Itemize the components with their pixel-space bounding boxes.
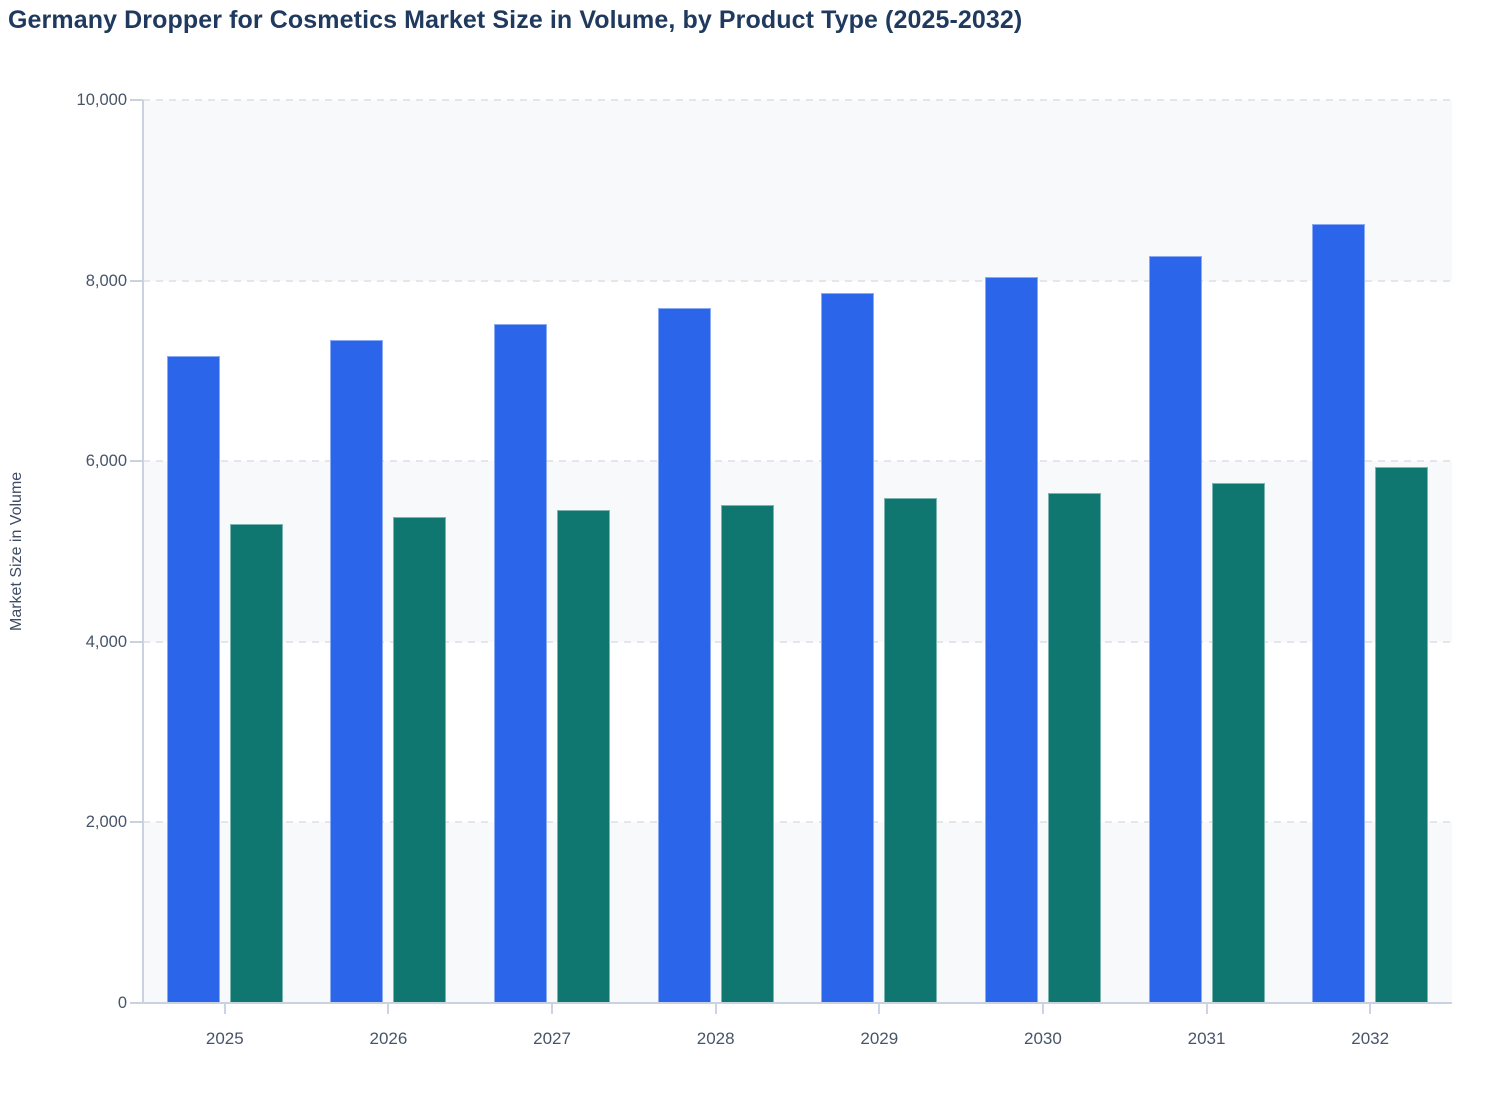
x-axis-label-2025: 2025 [205, 1029, 244, 1048]
y-gridline-2,000 [143, 821, 1452, 824]
bar-2025-series-2-teal[interactable] [229, 523, 283, 1003]
x-tick-mark-2026 [387, 1004, 390, 1014]
bar-2031-series-2-teal[interactable] [1211, 482, 1265, 1003]
y-axis-tick-labels: 0 2,000 4,000 6,000 8,000 10,000 [0, 91, 127, 1012]
bar-2027-series-1-blue[interactable] [494, 323, 548, 1003]
x-axis-label-2032: 2032 [1351, 1029, 1390, 1048]
y-axis-line [142, 100, 144, 1004]
y-axis-tick-label: 8,000 [85, 271, 127, 290]
x-tick-mark-2030 [1041, 1004, 1044, 1014]
y-gridline-10,000 [143, 99, 1452, 101]
x-axis-label-2028: 2028 [696, 1029, 735, 1048]
y-tick-mark-2,000 [130, 821, 143, 824]
x-tick-mark-2028 [714, 1004, 717, 1014]
bar-2026-series-2-teal[interactable] [393, 517, 447, 1003]
y-axis-tick-label: 0 [117, 994, 127, 1012]
y-axis-tick-label: 6,000 [85, 452, 127, 471]
x-tick-mark-2025 [223, 1004, 226, 1014]
y-tick-mark-8,000 [130, 279, 143, 282]
y-axis-tick-label: 10,000 [76, 91, 127, 109]
chart-title: Germany Dropper for Cosmetics Market Siz… [8, 6, 1023, 34]
bar-2031-series-1-blue[interactable] [1148, 256, 1202, 1003]
bar-2028-series-2-teal[interactable] [720, 505, 774, 1003]
x-tick-mark-2032 [1369, 1004, 1372, 1014]
bar-2029-series-2-teal[interactable] [884, 498, 938, 1003]
plot-row-band-8,000-10,000 [143, 100, 1452, 281]
bar-2025-series-1-blue[interactable] [166, 355, 220, 1003]
x-axis-line [136, 1002, 1452, 1004]
x-axis-label-2029: 2029 [860, 1029, 899, 1048]
x-axis-label-2030: 2030 [1024, 1029, 1062, 1048]
y-tick-mark-6,000 [130, 460, 143, 463]
bar-2032-series-2-teal[interactable] [1375, 467, 1429, 1003]
bar-2030-series-2-teal[interactable] [1047, 492, 1101, 1003]
bar-2032-series-1-blue[interactable] [1312, 224, 1366, 1003]
x-tick-mark-2027 [551, 1004, 554, 1014]
plot-area [130, 99, 1452, 1014]
x-axis-label-2026: 2026 [369, 1029, 408, 1048]
bar-2027-series-2-teal[interactable] [557, 509, 611, 1003]
y-tick-mark-10,000 [130, 99, 143, 101]
x-tick-mark-2031 [1205, 1004, 1208, 1014]
y-axis-tick-label: 2,000 [85, 813, 127, 832]
y-tick-mark-4,000 [130, 640, 143, 643]
x-axis-label-2031: 2031 [1187, 1029, 1226, 1048]
y-gridline-4,000 [143, 640, 1452, 643]
bar-2028-series-1-blue[interactable] [657, 308, 711, 1003]
y-gridline-8,000 [143, 279, 1452, 282]
y-axis-tick-label: 4,000 [85, 632, 127, 651]
x-tick-mark-2029 [878, 1004, 881, 1014]
bar-2030-series-1-blue[interactable] [984, 277, 1038, 1003]
x-axis-labels: 2025 2026 2027 2028 2029 2030 2031 2032 [143, 1003, 1452, 1063]
x-axis-label-2027: 2027 [533, 1029, 571, 1048]
bar-2029-series-1-blue[interactable] [821, 292, 875, 1003]
bar-2026-series-1-blue[interactable] [330, 340, 384, 1003]
y-gridline-6,000 [143, 460, 1452, 463]
